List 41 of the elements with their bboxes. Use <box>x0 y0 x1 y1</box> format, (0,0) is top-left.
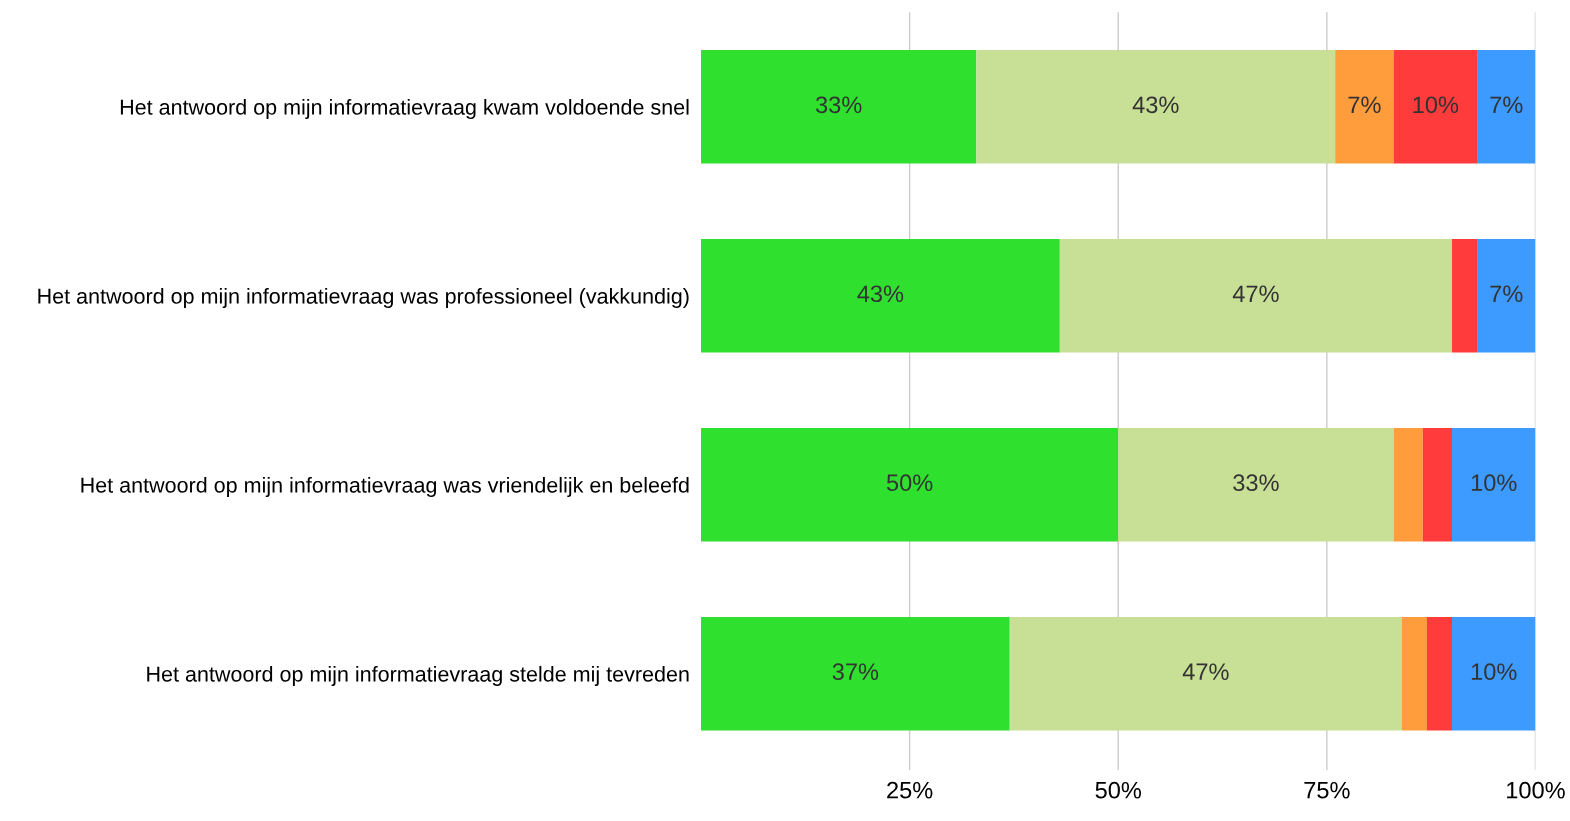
data-label: 47% <box>1182 663 1229 680</box>
bar <box>976 50 1336 164</box>
data-label: 43% <box>1132 96 1179 114</box>
bar <box>1335 50 1394 164</box>
bar <box>1452 428 1536 542</box>
data-label: 7% <box>1348 96 1381 114</box>
y-tick-label: Het antwoord op mijn informatievraag stelde mij tevreden <box>147 665 689 686</box>
bar <box>701 428 1119 542</box>
y-tick-label: Het antwoord op mijn informatievraag kwam voldoende snel <box>120 99 689 120</box>
bar <box>1422 428 1453 542</box>
bar <box>1393 50 1478 164</box>
x-tick-label: 75% <box>1304 781 1350 799</box>
data-label: 37% <box>832 663 879 681</box>
data-label: 43% <box>857 285 904 303</box>
y-tick-label: Het antwoord op mijn informatievraag was vriendelijk en beleefd <box>81 476 689 498</box>
data-label: 10% <box>1413 96 1459 114</box>
bar <box>1059 239 1453 353</box>
data-label: 50% <box>886 474 933 492</box>
bar <box>1426 617 1453 731</box>
bar <box>1477 239 1536 353</box>
y-tick-label: Het antwoord op mijn informatievraag was professioneel (vakkundig) <box>38 287 689 309</box>
bar <box>1009 617 1402 731</box>
x-tick-label: 25% <box>887 781 933 799</box>
data-label: 10% <box>1471 663 1517 681</box>
data-label: 7% <box>1490 285 1523 303</box>
bar <box>1477 50 1536 164</box>
data-label: 47% <box>1232 285 1279 303</box>
bar <box>1452 239 1478 353</box>
data-label: 33% <box>815 96 862 114</box>
x-tick-label: 50% <box>1095 781 1142 799</box>
x-tick-label: 100% <box>1507 781 1565 799</box>
bar <box>701 617 1010 731</box>
bar <box>1118 428 1394 542</box>
bar <box>1452 617 1536 731</box>
data-label: 7% <box>1490 96 1523 114</box>
bar <box>701 50 977 164</box>
bar <box>701 239 1060 353</box>
data-label: 10% <box>1471 474 1517 492</box>
data-label: 33% <box>1233 474 1279 492</box>
bar <box>1393 428 1423 542</box>
bar <box>1401 617 1427 731</box>
